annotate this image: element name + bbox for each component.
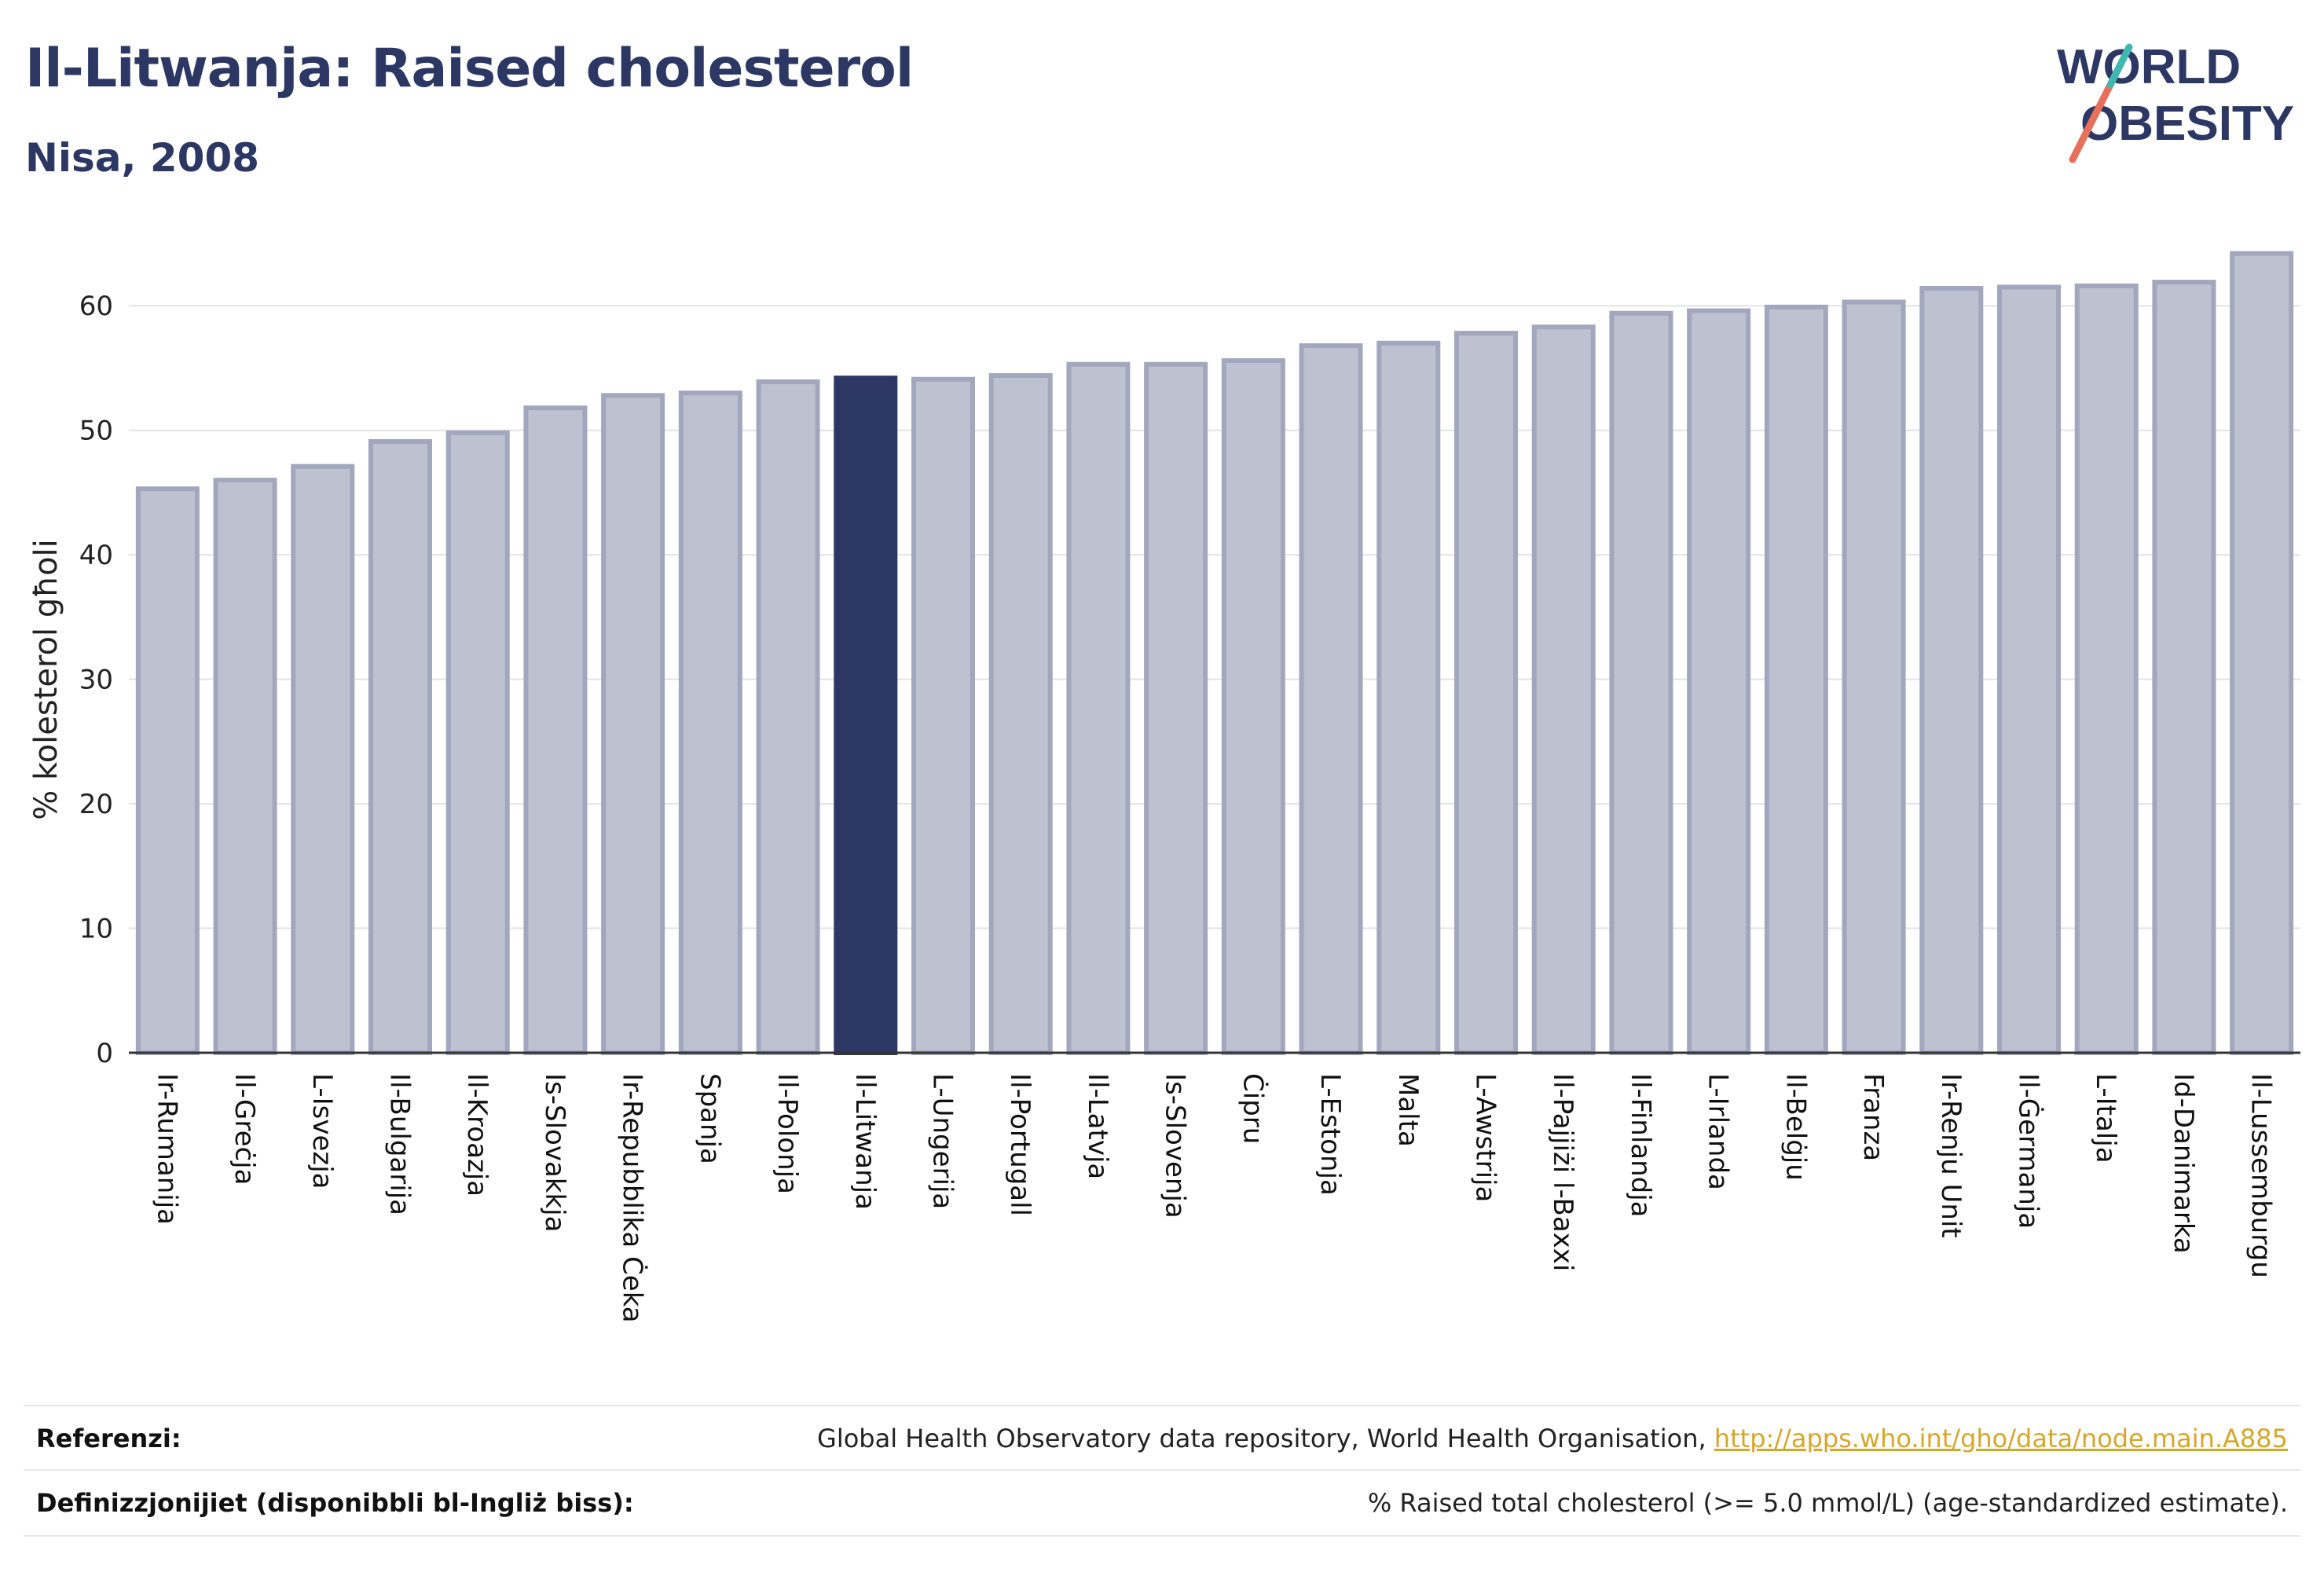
x-tick-label: Il-Belġju [1780, 1073, 1811, 1181]
x-tick-label: Il-Greċja [229, 1073, 260, 1185]
references-link[interactable]: http://apps.who.int/gho/data/node.main.A… [1714, 1424, 2288, 1453]
bar-9 [756, 379, 820, 1055]
x-tick-label: Ir-Repubblika Ċeka [617, 1073, 649, 1323]
references-label: Referenzi: [36, 1424, 181, 1453]
bar-20 [1609, 310, 1673, 1055]
references-text: Global Health Observatory data repositor… [817, 1424, 1714, 1453]
definitions-label: Definizzjonijiet (disponibbli bl-Ingliż … [36, 1488, 634, 1518]
x-tick-label: Is-Slovakkja [539, 1073, 570, 1232]
x-tick-label: Il-Bulgarija [384, 1073, 416, 1215]
bar-7 [601, 393, 665, 1056]
x-tick-label: L-Estonja [1314, 1073, 1346, 1196]
bar-12 [988, 372, 1053, 1055]
bar-19 [1531, 324, 1596, 1055]
bar-18 [1453, 331, 1519, 1056]
y-tick-label: 40 [79, 540, 113, 571]
x-tick-label: Il-Lussemburgu [2245, 1073, 2277, 1278]
x-tick-label: Franza [1857, 1073, 1889, 1161]
bar-15 [1221, 357, 1285, 1055]
bar-chart: 0 10 20 30 40 50 60 % kolesterol għoli Ir-Rumani… [28, 251, 2300, 1323]
x-tick-label: L-Italja [2090, 1073, 2121, 1164]
bar-16 [1299, 343, 1363, 1055]
bar-28 [2230, 251, 2294, 1055]
bar-26 [2074, 283, 2139, 1055]
x-tick-label: Is-Slovenja [1160, 1073, 1191, 1219]
logo-slash-red [2069, 81, 2114, 163]
bar-6 [523, 405, 588, 1055]
x-tick-label: L-Ungerija [927, 1073, 959, 1209]
bar-27 [2152, 280, 2216, 1056]
bar-14 [1144, 361, 1208, 1055]
logo-slash-teal [2106, 43, 2133, 89]
definitions-text: % Raised total cholesterol (>= 5.0 mmol/… [1367, 1488, 2288, 1518]
x-tick-label: Il-Ġermanja [2013, 1073, 2045, 1229]
x-tick-label: Malta [1392, 1073, 1424, 1147]
logo-text-line1: WORLD [2057, 40, 2241, 94]
bar-24 [1919, 286, 1984, 1055]
y-axis-label: % kolesterol għoli [28, 539, 64, 820]
bar-25 [1996, 284, 2062, 1055]
x-tick-label: Ir-Rumanija [151, 1073, 182, 1225]
x-tick-label: Il-Litwanja [849, 1073, 881, 1210]
definitions-row: Definizzjonijiet (disponibbli bl-Ingliż … [24, 1469, 2300, 1537]
bar-21 [1687, 308, 1751, 1056]
bar-2 [213, 478, 277, 1055]
bar-10 [834, 376, 898, 1055]
x-tick-label: Ċipru [1237, 1073, 1269, 1144]
page-title: Il-Litwanja: Raised cholesterol [25, 38, 914, 100]
logo-text-line2: OBESITY [2080, 97, 2294, 151]
page-subtitle: Nisa, 2008 [25, 135, 260, 181]
x-tick-label: Il-Kroazja [461, 1073, 493, 1197]
x-tick-label: L-Awstrija [1470, 1073, 1501, 1202]
bar-11 [911, 376, 976, 1055]
x-tick-label: Il-Pajjiżi l-Baxxi [1547, 1073, 1578, 1271]
bar-4 [368, 438, 433, 1055]
bar-23 [1842, 299, 1906, 1055]
x-tick-label: Ir-Renju Unit [1935, 1073, 1967, 1238]
x-tick-label: L-Irlanda [1703, 1073, 1734, 1190]
references-row: Referenzi: Global Health Observatory dat… [24, 1405, 2300, 1471]
world-obesity-logo: WORLD OBESITY [2057, 40, 2294, 163]
y-tick-label: 50 [79, 416, 113, 447]
y-tick-label: 30 [79, 665, 113, 696]
x-tick-label: Il-Finlandja [1625, 1073, 1656, 1218]
bar-17 [1376, 340, 1441, 1055]
x-tick-label: Il-Portugall [1004, 1073, 1036, 1216]
bar-8 [678, 390, 742, 1055]
x-tick-label: L-Isvezja [306, 1073, 338, 1189]
bar-1 [135, 486, 200, 1055]
y-tick-label: 60 [79, 291, 113, 322]
x-tick-label: Il-Polonja [772, 1073, 803, 1194]
references-value: Global Health Observatory data repositor… [817, 1424, 2300, 1453]
y-tick-label: 20 [79, 789, 113, 820]
x-tick-label: Spanja [694, 1073, 725, 1164]
x-tick-label: Id-Danimarka [2168, 1073, 2199, 1254]
bar-3 [291, 464, 355, 1055]
y-tick-label: 0 [96, 1038, 113, 1069]
y-tick-label: 10 [79, 914, 113, 945]
bar-13 [1066, 361, 1131, 1055]
bar-5 [445, 430, 510, 1055]
bar-22 [1764, 304, 1828, 1056]
x-tick-label: Il-Latvja [1082, 1073, 1113, 1179]
